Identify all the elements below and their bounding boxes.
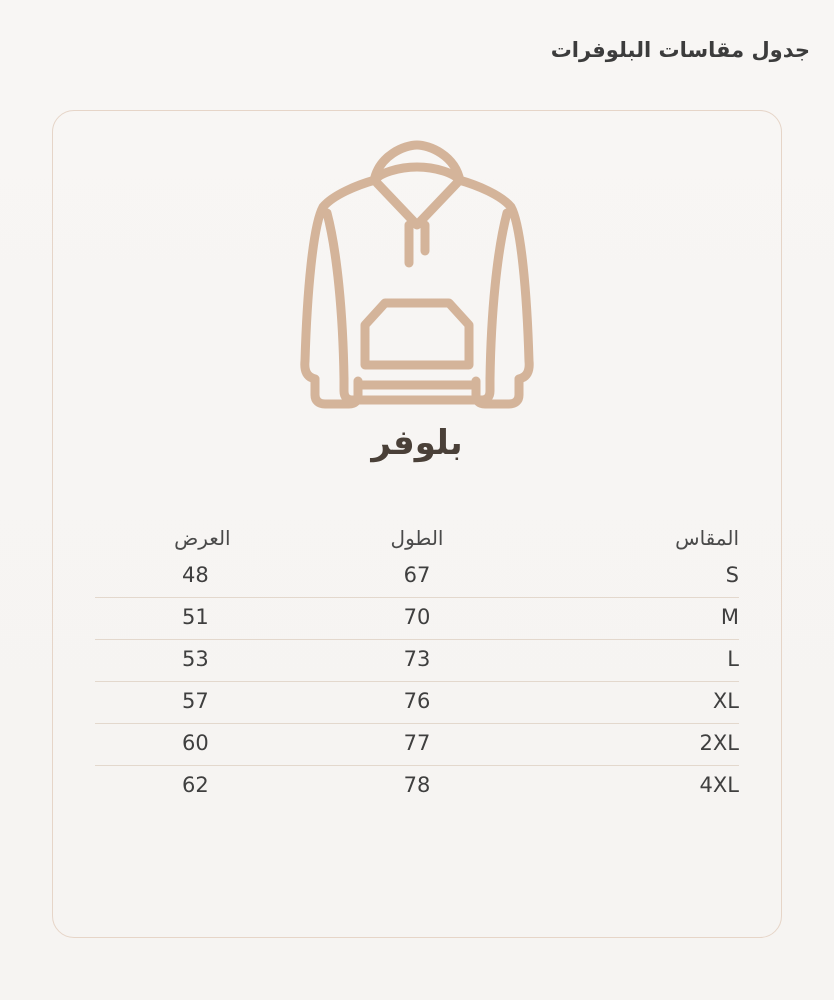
cell-length: 67 [309,556,525,598]
table-row: M 70 51 [95,597,739,640]
page-title: جدول مقاسات البلوفرات [550,38,810,62]
table-row: S 67 48 [95,556,739,598]
table-row: L 73 53 [95,639,739,682]
size-chart-card: بلوفر المقاس الطول العرض S 67 48 M 70 [52,110,782,938]
hoodie-icon [300,140,534,409]
hoodie-icon-container [53,133,781,413]
cell-size: XL [524,681,739,724]
cell-size: 4XL [699,773,739,797]
column-header-size: المقاس [675,526,739,550]
table-row: 4XL 78 62 [95,766,739,808]
cell-size: S [524,556,739,598]
size-table: المقاس الطول العرض S 67 48 M 70 51 L [95,526,739,807]
table-row: 2XL 77 60 [95,723,739,766]
cell-length: 77 [309,723,525,766]
size-table-body: S 67 48 M 70 51 L 73 53 XL 76 57 [95,556,739,807]
cell-size: L [524,639,739,682]
table-row: XL 76 57 [95,681,739,724]
product-name: بلوفر [371,423,463,463]
table-header-row: المقاس الطول العرض [95,526,739,556]
cell-size: M [524,597,739,640]
cell-width: 48 [95,556,310,598]
cell-width: 60 [95,723,310,766]
cell-width: 62 [181,773,209,797]
cell-width: 53 [95,639,310,682]
cell-size: 2XL [524,723,739,766]
cell-length: 70 [309,597,525,640]
column-header-length: الطول [390,526,444,550]
cell-width: 57 [95,681,310,724]
cell-length: 78 [403,773,431,797]
cell-length: 76 [309,681,525,724]
column-header-width: العرض [174,526,231,550]
size-table-header: المقاس الطول العرض [95,526,739,556]
cell-length: 73 [309,639,525,682]
cell-width: 51 [95,597,310,640]
